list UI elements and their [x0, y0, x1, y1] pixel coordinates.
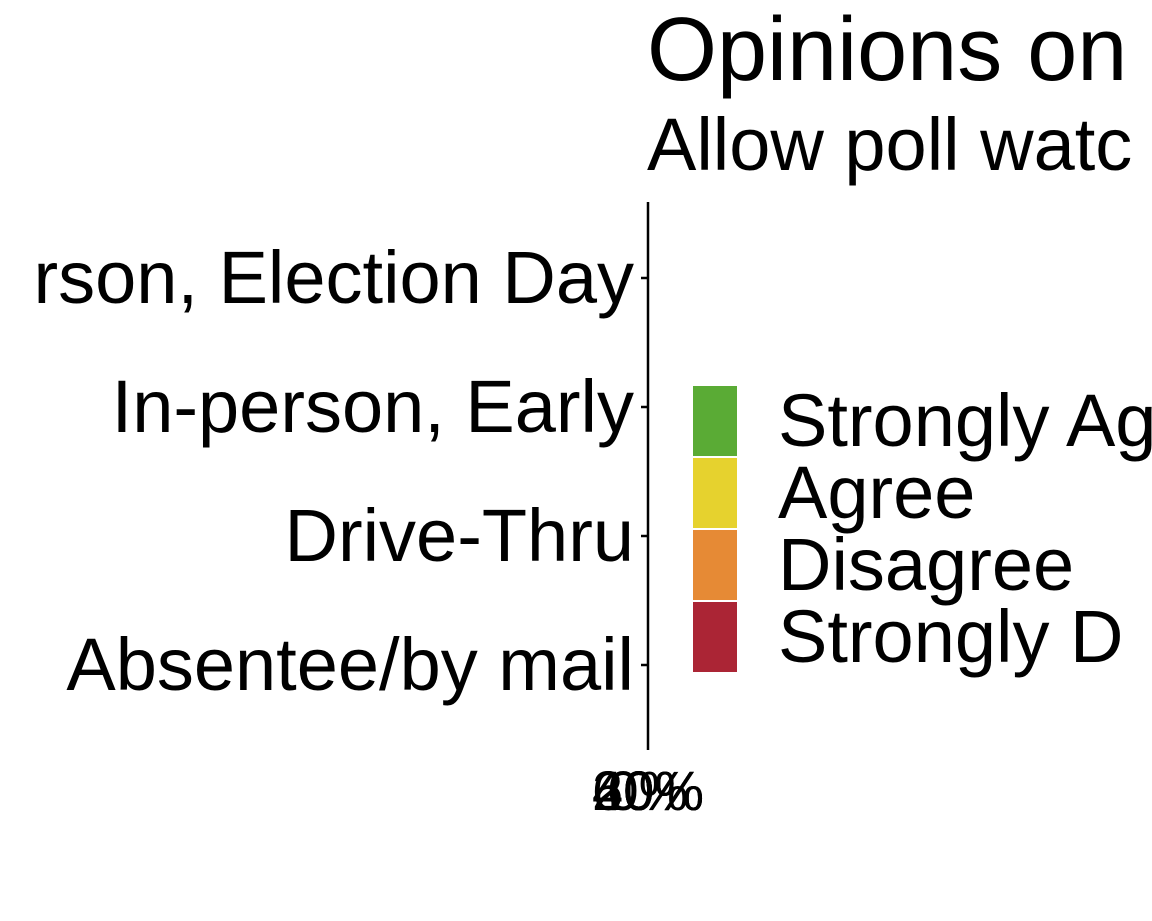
category-label: Drive-Thru	[285, 494, 634, 577]
legend-key	[693, 458, 737, 528]
legend-key	[693, 386, 737, 456]
legend-key	[693, 530, 737, 600]
legend-label: Disagree	[778, 523, 1074, 606]
x-tick-label: 60%	[592, 759, 704, 822]
chart-subtitle: Allow poll watc	[647, 103, 1132, 186]
legend-label: Strongly D	[778, 595, 1123, 678]
legend-key	[693, 602, 737, 672]
legend-label: Agree	[778, 451, 975, 534]
chart-title: Opinions on	[647, 0, 1127, 100]
category-label: Absentee/by mail	[66, 623, 634, 706]
category-label: In-person, Early	[112, 365, 634, 448]
x-axis: 0%20%40%60%	[592, 759, 704, 822]
y-axis: rson, Election Day In-person, Early Drive-…	[34, 236, 649, 706]
legend-label: Strongly Ag	[778, 379, 1152, 462]
category-label: rson, Election Day	[34, 236, 635, 319]
